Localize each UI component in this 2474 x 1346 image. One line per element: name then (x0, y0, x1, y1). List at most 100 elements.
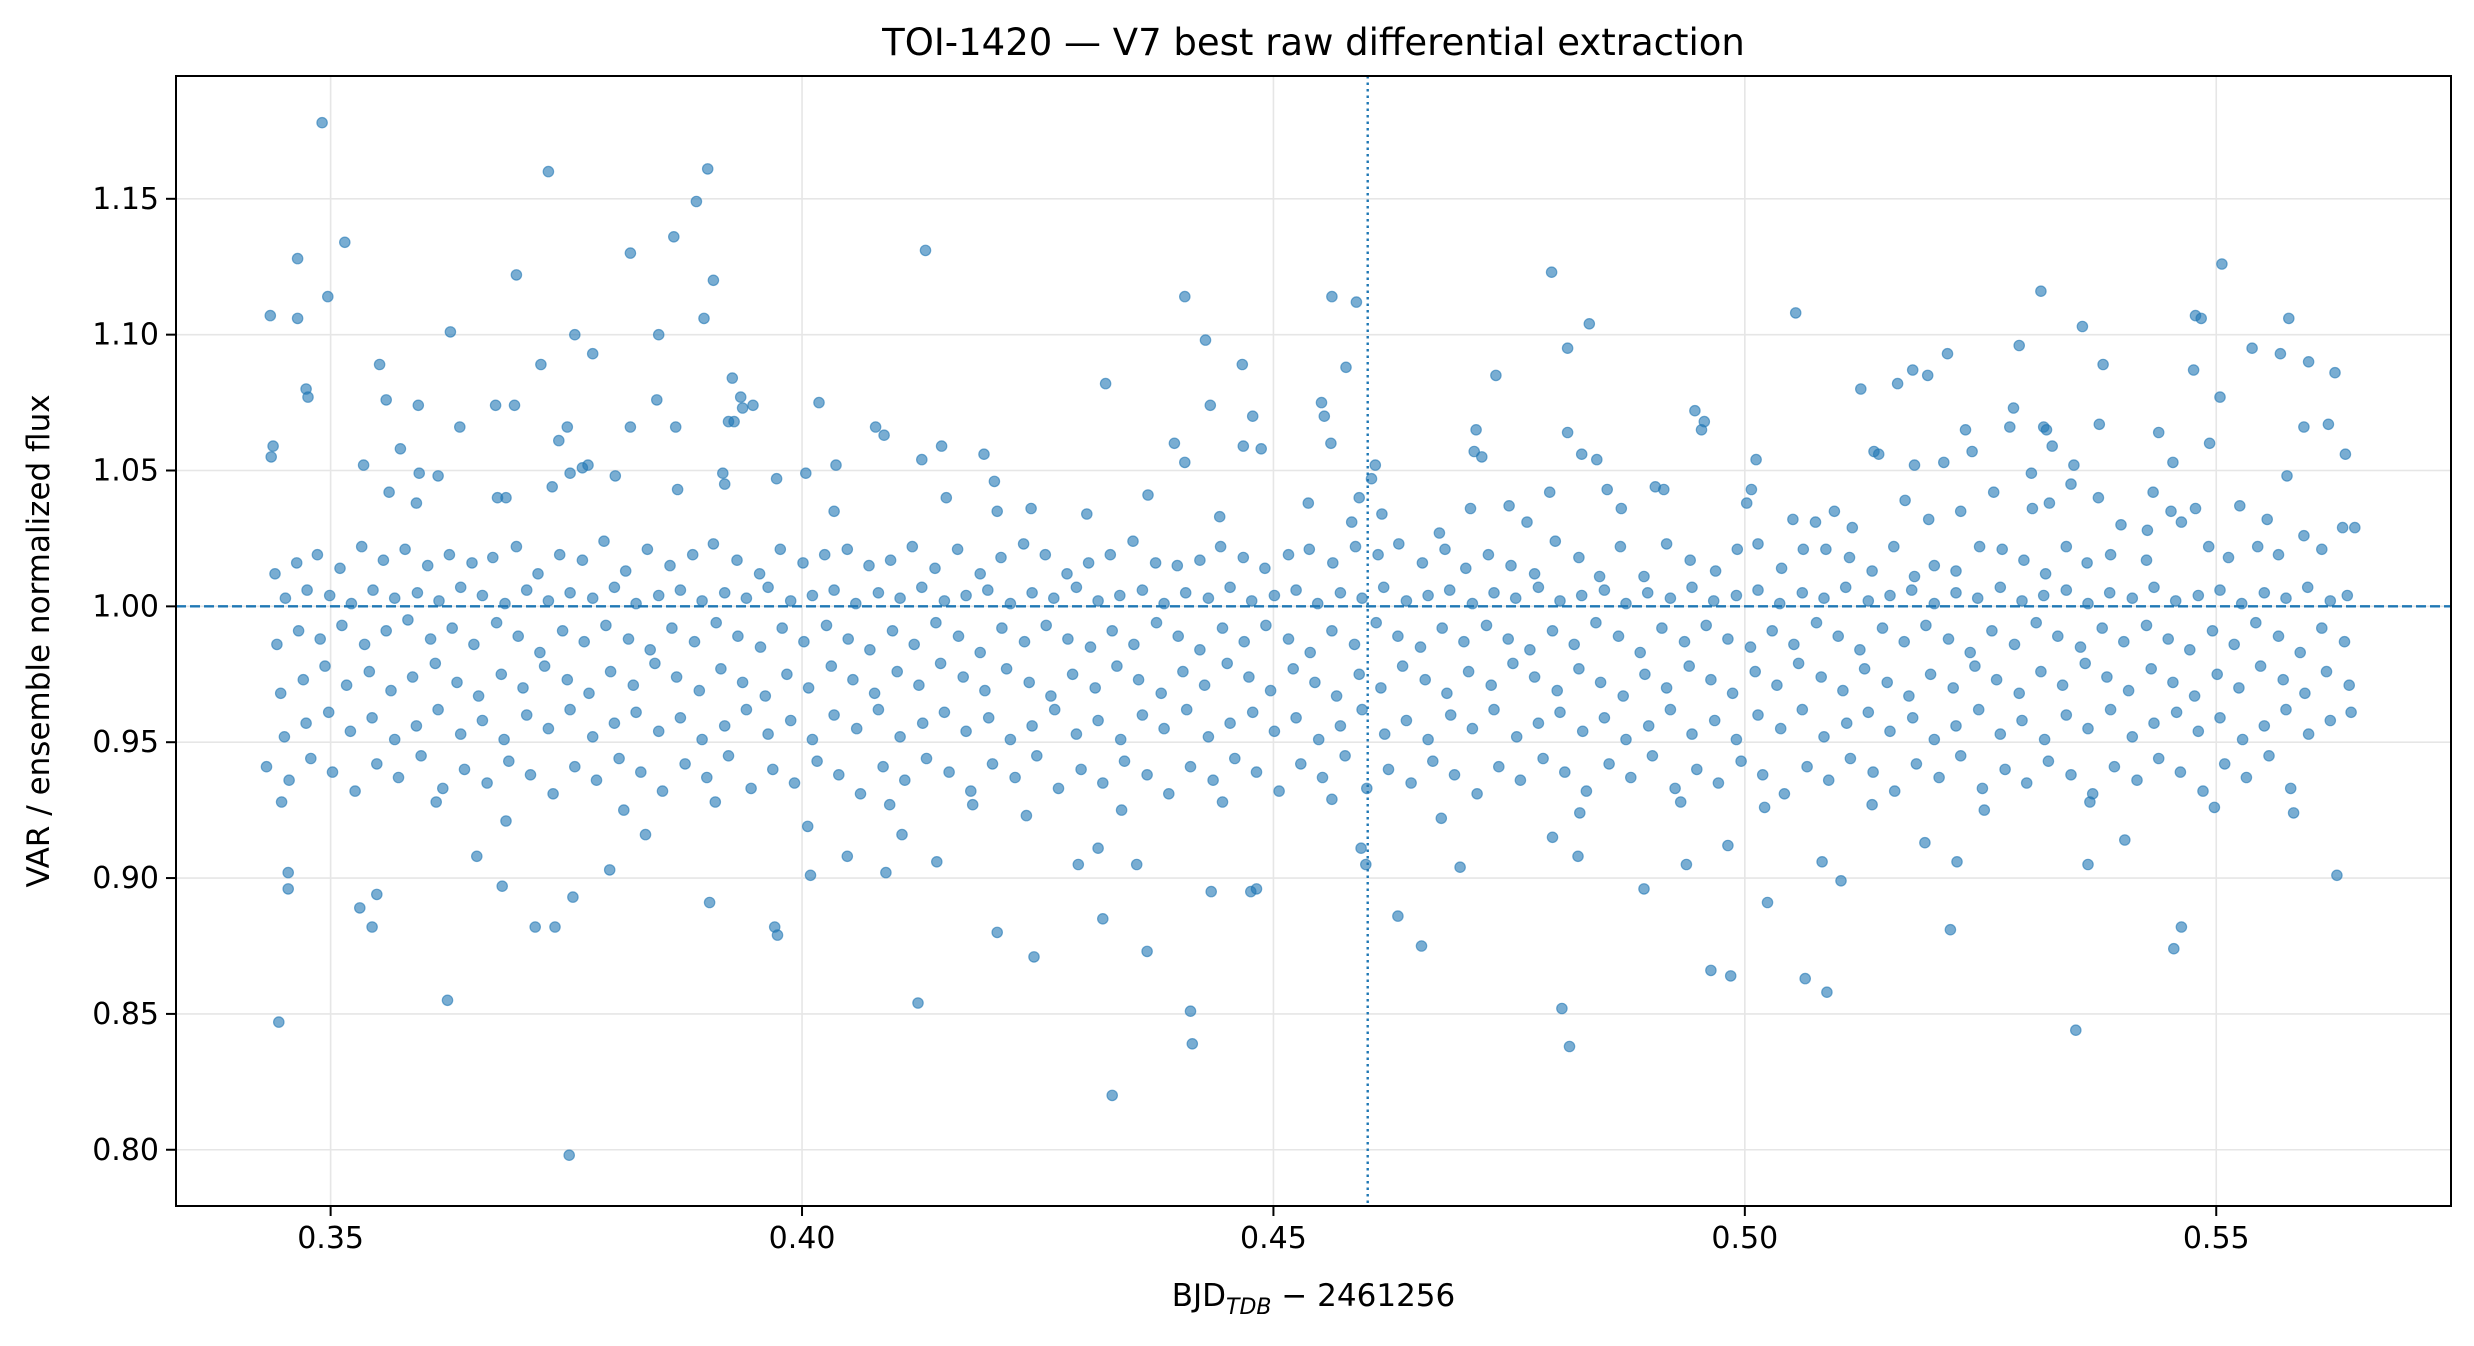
data-point (2206, 624, 2219, 637)
data-point (1835, 874, 1847, 887)
data-point (671, 483, 684, 496)
data-point (1532, 717, 1545, 729)
data-point (1207, 774, 1219, 786)
data-point (1745, 483, 1758, 496)
data-point (1966, 445, 1978, 458)
data-point (1194, 554, 1206, 566)
chart-title: TOI-1420 — V7 best raw differential extr… (881, 21, 1745, 64)
data-point (564, 703, 576, 716)
data-point (731, 554, 743, 566)
data-point (1950, 565, 1962, 577)
data-point (1752, 538, 1764, 550)
data-point (1393, 538, 1405, 550)
data-point (1994, 581, 2007, 594)
data-point (1360, 858, 1372, 871)
data-point (1009, 771, 1021, 784)
data-point (453, 421, 466, 433)
data-point (2192, 589, 2205, 602)
y-axis-label: VAR / ensemble normalized flux (21, 394, 57, 887)
data-point (804, 869, 817, 882)
data-point (366, 711, 378, 724)
data-point (627, 679, 640, 691)
data-point (608, 717, 621, 729)
data-point (344, 725, 357, 738)
data-point (828, 584, 840, 596)
data-point (2025, 467, 2038, 479)
data-point (1990, 673, 2003, 686)
data-point (2060, 540, 2073, 553)
data-point (1422, 589, 1434, 602)
data-point (806, 733, 819, 746)
data-point (703, 896, 716, 909)
data-point (1326, 290, 1338, 303)
data-point (884, 554, 897, 566)
data-point (674, 584, 687, 596)
data-point (265, 451, 277, 463)
data-point (1752, 709, 1764, 721)
data-point (2299, 687, 2311, 700)
data-point (1559, 766, 1571, 778)
data-point (292, 624, 305, 637)
x-axis-label-main: BJD (1172, 1278, 1226, 1314)
data-point (1920, 619, 1932, 632)
data-point (1365, 472, 1378, 485)
data-point (1356, 592, 1368, 604)
data-point (1315, 396, 1328, 409)
data-point (1908, 459, 1921, 471)
data-point (1128, 638, 1140, 651)
data-point (974, 567, 986, 580)
data-point (1601, 483, 1613, 496)
data-point (1052, 782, 1065, 795)
data-point (590, 774, 603, 786)
data-point (1017, 538, 1030, 550)
data-point (322, 706, 335, 719)
data-point (1273, 785, 1285, 797)
data-point (2322, 418, 2335, 431)
data-point (454, 728, 467, 740)
data-point (1326, 624, 1338, 637)
data-point (1846, 521, 1859, 534)
data-point (411, 586, 424, 599)
data-point (388, 592, 401, 604)
data-point (1243, 671, 1255, 683)
data-point (1136, 584, 1149, 596)
data-point (650, 394, 663, 406)
data-point (1340, 361, 1352, 374)
data-point (1376, 508, 1388, 520)
data-point (634, 766, 647, 778)
data-point (1444, 709, 1457, 721)
data-point (669, 421, 682, 433)
data-point (2233, 682, 2245, 694)
data-point (617, 804, 630, 816)
data-point (367, 584, 379, 596)
data-point (336, 619, 348, 632)
data-point (995, 551, 1007, 564)
data-point (1092, 714, 1104, 727)
data-point (1642, 720, 1655, 732)
data-point (1810, 616, 1823, 629)
data-point (2250, 616, 2262, 629)
data-point (1928, 559, 1941, 572)
y-tick-label: 0.80 (92, 1133, 159, 1168)
data-point (275, 796, 288, 808)
data-point (1250, 883, 1263, 895)
data-point (1224, 581, 1236, 594)
data-point (1818, 592, 1830, 604)
data-point (1198, 679, 1211, 691)
data-point (2341, 589, 2354, 602)
data-point (1502, 633, 1514, 645)
data-point (2013, 339, 2025, 352)
data-point (1339, 749, 1351, 762)
data-point (432, 703, 444, 716)
data-point (1503, 499, 1515, 512)
data-point (868, 687, 881, 700)
data-point (960, 725, 972, 738)
data-point (1199, 334, 1212, 346)
data-point (283, 774, 295, 786)
data-point (847, 673, 859, 686)
data-point (297, 673, 310, 686)
data-point (830, 459, 842, 471)
data-point (2192, 725, 2205, 738)
data-point (1075, 763, 1087, 776)
